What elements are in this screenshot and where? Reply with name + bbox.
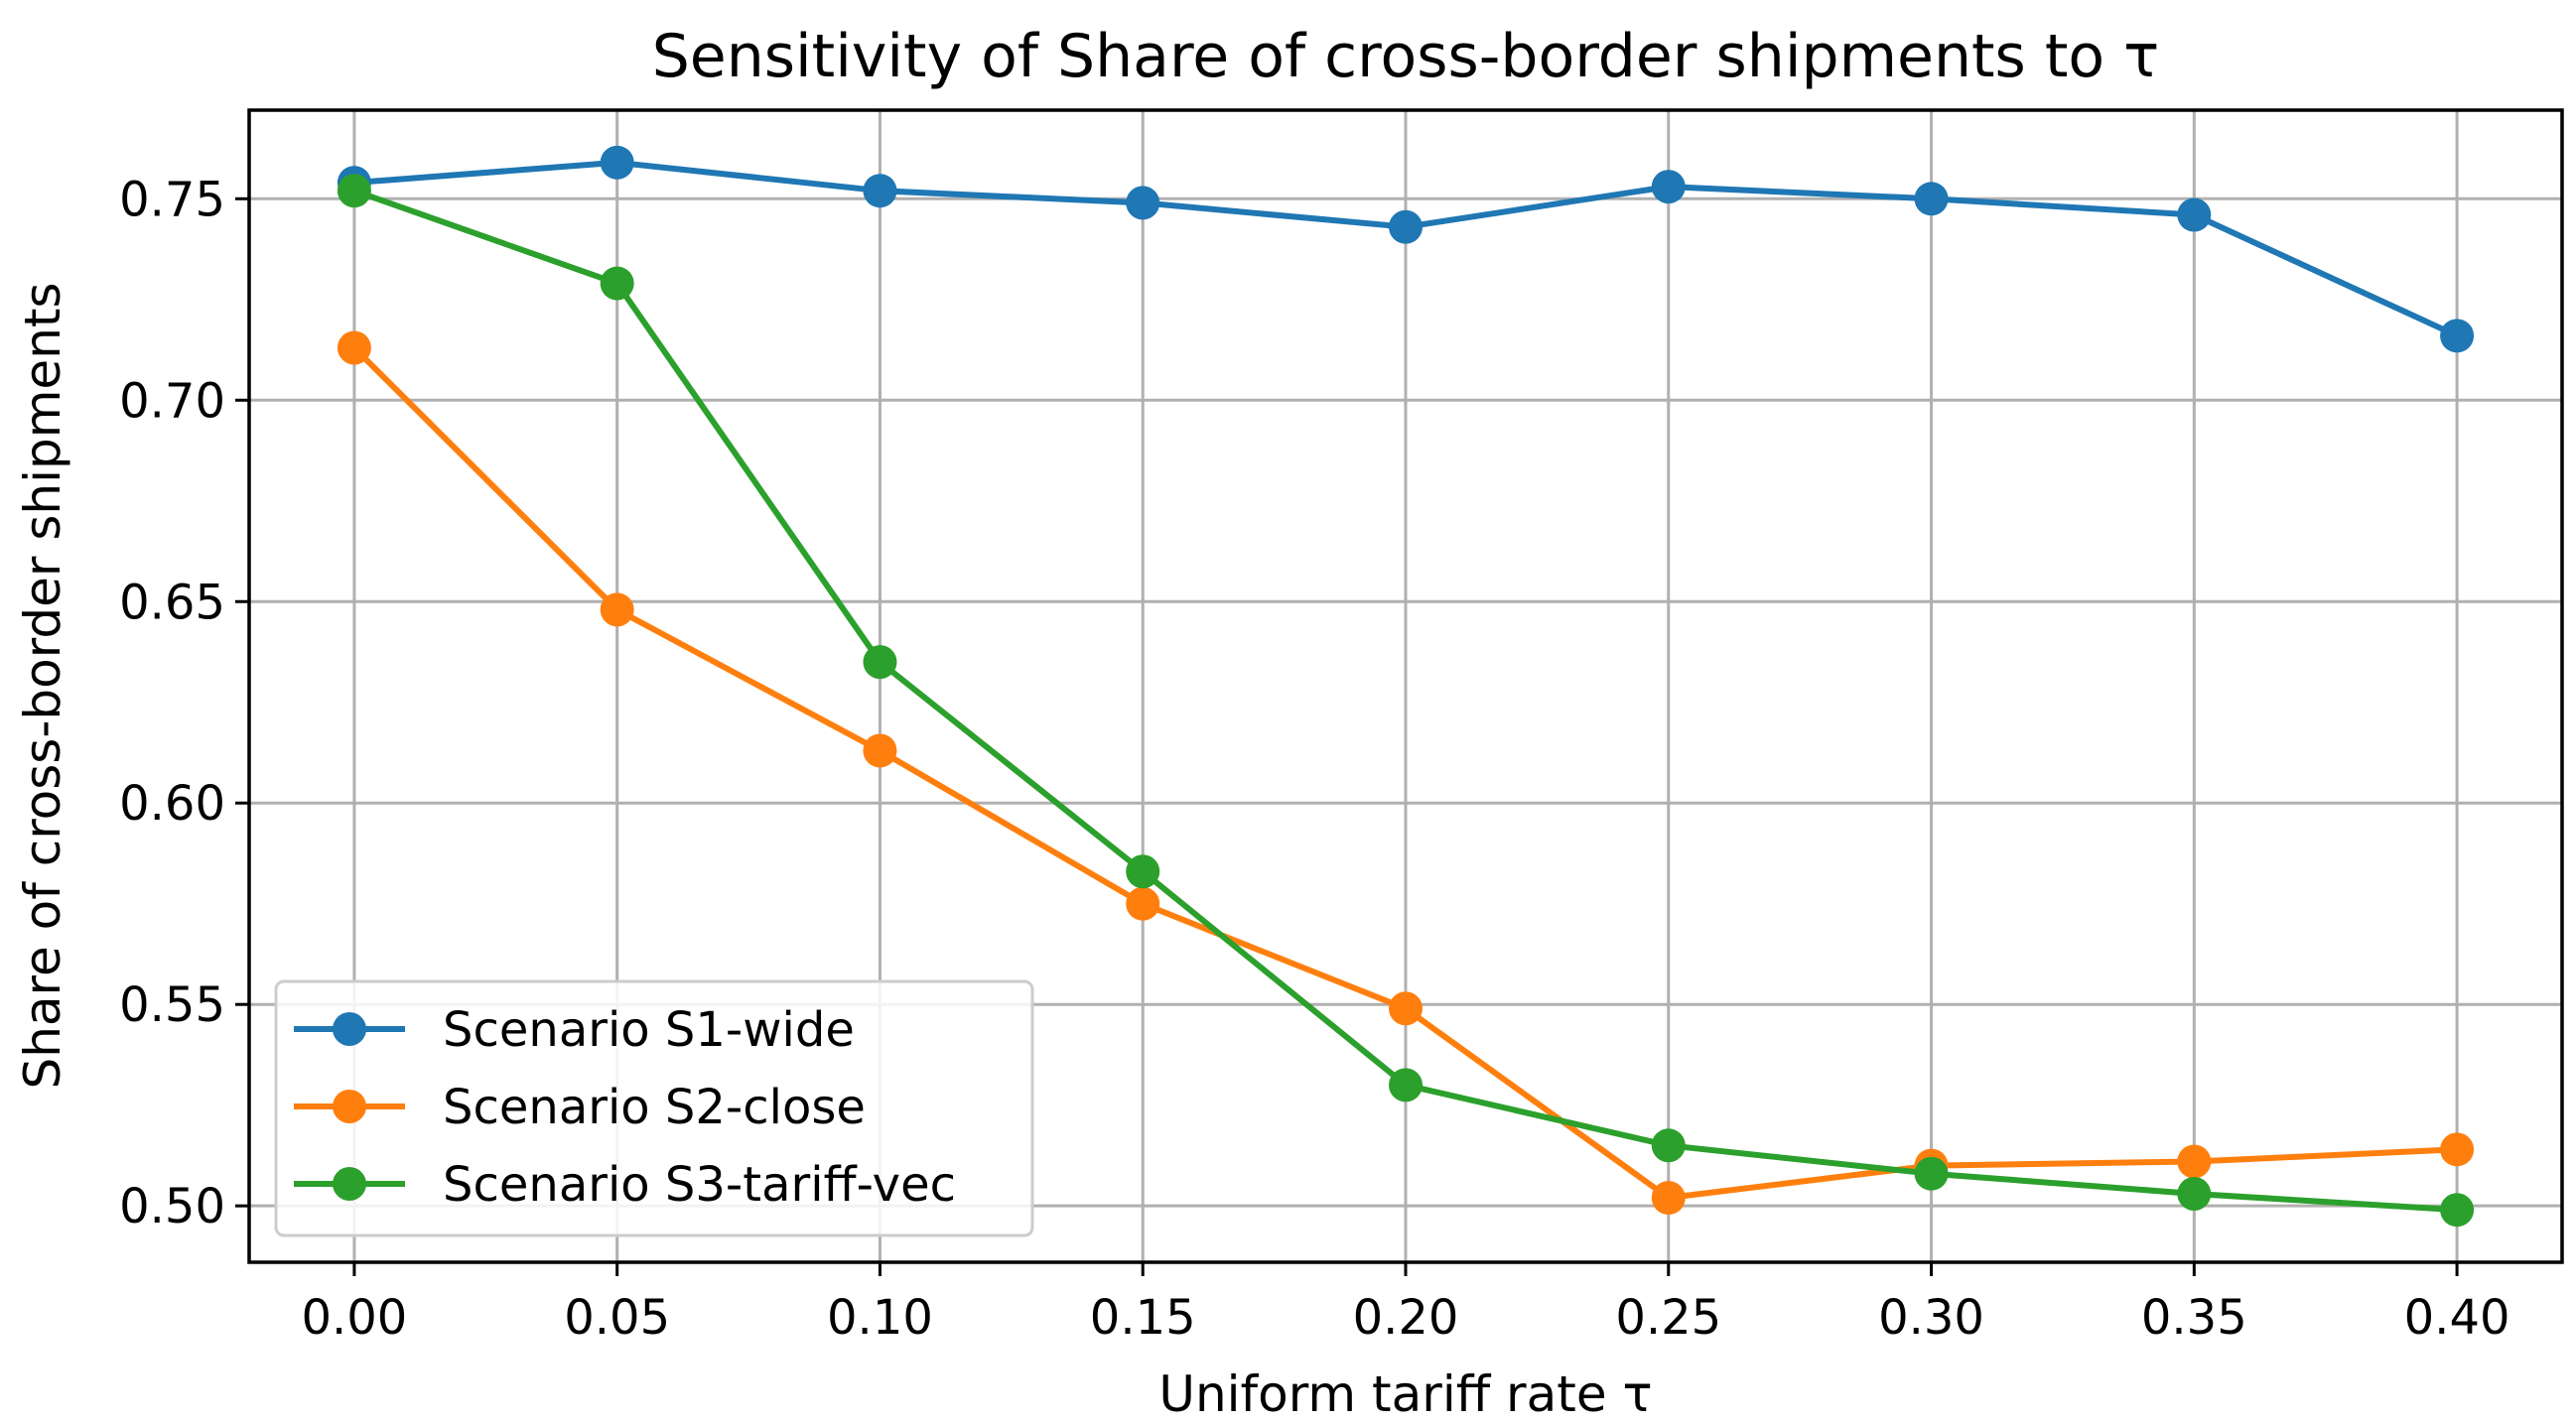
legend: Scenario S1-wide Scenario S2-close Scenari… bbox=[274, 979, 1034, 1237]
data-point bbox=[600, 266, 634, 301]
x-axis-label: Uniform tariff rate τ bbox=[1158, 1365, 1652, 1423]
y-tick-label: 0.55 bbox=[119, 977, 225, 1033]
axis-ticks: 0.00 0.05 0.10 0.15 0.20 0.25 0.30 0.35 0.40 0.50… bbox=[119, 172, 2509, 1346]
y-axis-label: Share of cross-border shipments bbox=[14, 282, 71, 1089]
data-series bbox=[337, 145, 2475, 1228]
x-tick-label: 0.15 bbox=[1090, 1290, 1196, 1346]
data-point bbox=[2440, 1193, 2475, 1228]
data-point bbox=[1126, 886, 1160, 921]
data-point bbox=[1126, 854, 1160, 889]
legend-entry: Scenario S1-wide bbox=[294, 1002, 855, 1058]
data-point bbox=[1389, 991, 1423, 1026]
x-tick-label: 0.40 bbox=[2404, 1290, 2510, 1346]
x-tick-label: 0.25 bbox=[1615, 1290, 1721, 1346]
y-tick-label: 0.75 bbox=[119, 172, 225, 227]
legend-box bbox=[274, 979, 1034, 1237]
chart-title: Sensitivity of Share of cross-border shi… bbox=[652, 22, 2160, 91]
data-point bbox=[1914, 1156, 1949, 1191]
data-point bbox=[2177, 1176, 2212, 1211]
data-point bbox=[2440, 1132, 2475, 1167]
x-tick-label: 0.30 bbox=[1878, 1290, 1984, 1346]
data-point bbox=[1651, 1181, 1686, 1216]
data-point bbox=[2177, 197, 2212, 232]
x-tick-label: 0.10 bbox=[827, 1290, 933, 1346]
series-3 bbox=[337, 174, 2475, 1228]
legend-label: Scenario S3-tariff-vec bbox=[443, 1157, 956, 1213]
series-1 bbox=[337, 145, 2475, 353]
data-point bbox=[600, 145, 634, 180]
data-point bbox=[863, 174, 897, 208]
data-point bbox=[1389, 209, 1423, 244]
data-point bbox=[1651, 170, 1686, 204]
data-point bbox=[2440, 319, 2475, 353]
y-tick-label: 0.50 bbox=[119, 1179, 225, 1234]
data-point bbox=[337, 330, 371, 365]
data-point bbox=[863, 733, 897, 768]
legend-marker bbox=[333, 1090, 366, 1123]
data-point bbox=[2177, 1144, 2212, 1179]
legend-label: Scenario S2-close bbox=[443, 1080, 866, 1135]
data-point bbox=[337, 174, 371, 208]
legend-marker bbox=[333, 1167, 366, 1201]
x-tick-label: 0.05 bbox=[564, 1290, 670, 1346]
legend-entry: Scenario S3-tariff-vec bbox=[294, 1157, 956, 1213]
x-tick-label: 0.20 bbox=[1353, 1290, 1459, 1346]
series-2 bbox=[337, 330, 2475, 1216]
x-tick-label: 0.00 bbox=[301, 1290, 407, 1346]
legend-marker bbox=[333, 1012, 366, 1046]
plot-area-frame bbox=[247, 108, 2564, 1264]
y-tick-label: 0.70 bbox=[119, 373, 225, 429]
data-point bbox=[1914, 182, 1949, 216]
data-point bbox=[1126, 186, 1160, 220]
data-point bbox=[1651, 1128, 1686, 1163]
y-tick-label: 0.65 bbox=[119, 575, 225, 630]
x-tick-label: 0.35 bbox=[2141, 1290, 2247, 1346]
legend-entry: Scenario S2-close bbox=[294, 1080, 866, 1135]
data-point bbox=[1389, 1068, 1423, 1102]
data-point bbox=[600, 592, 634, 627]
y-tick-label: 0.60 bbox=[119, 776, 225, 832]
data-point bbox=[863, 645, 897, 680]
legend-label: Scenario S1-wide bbox=[443, 1002, 855, 1058]
